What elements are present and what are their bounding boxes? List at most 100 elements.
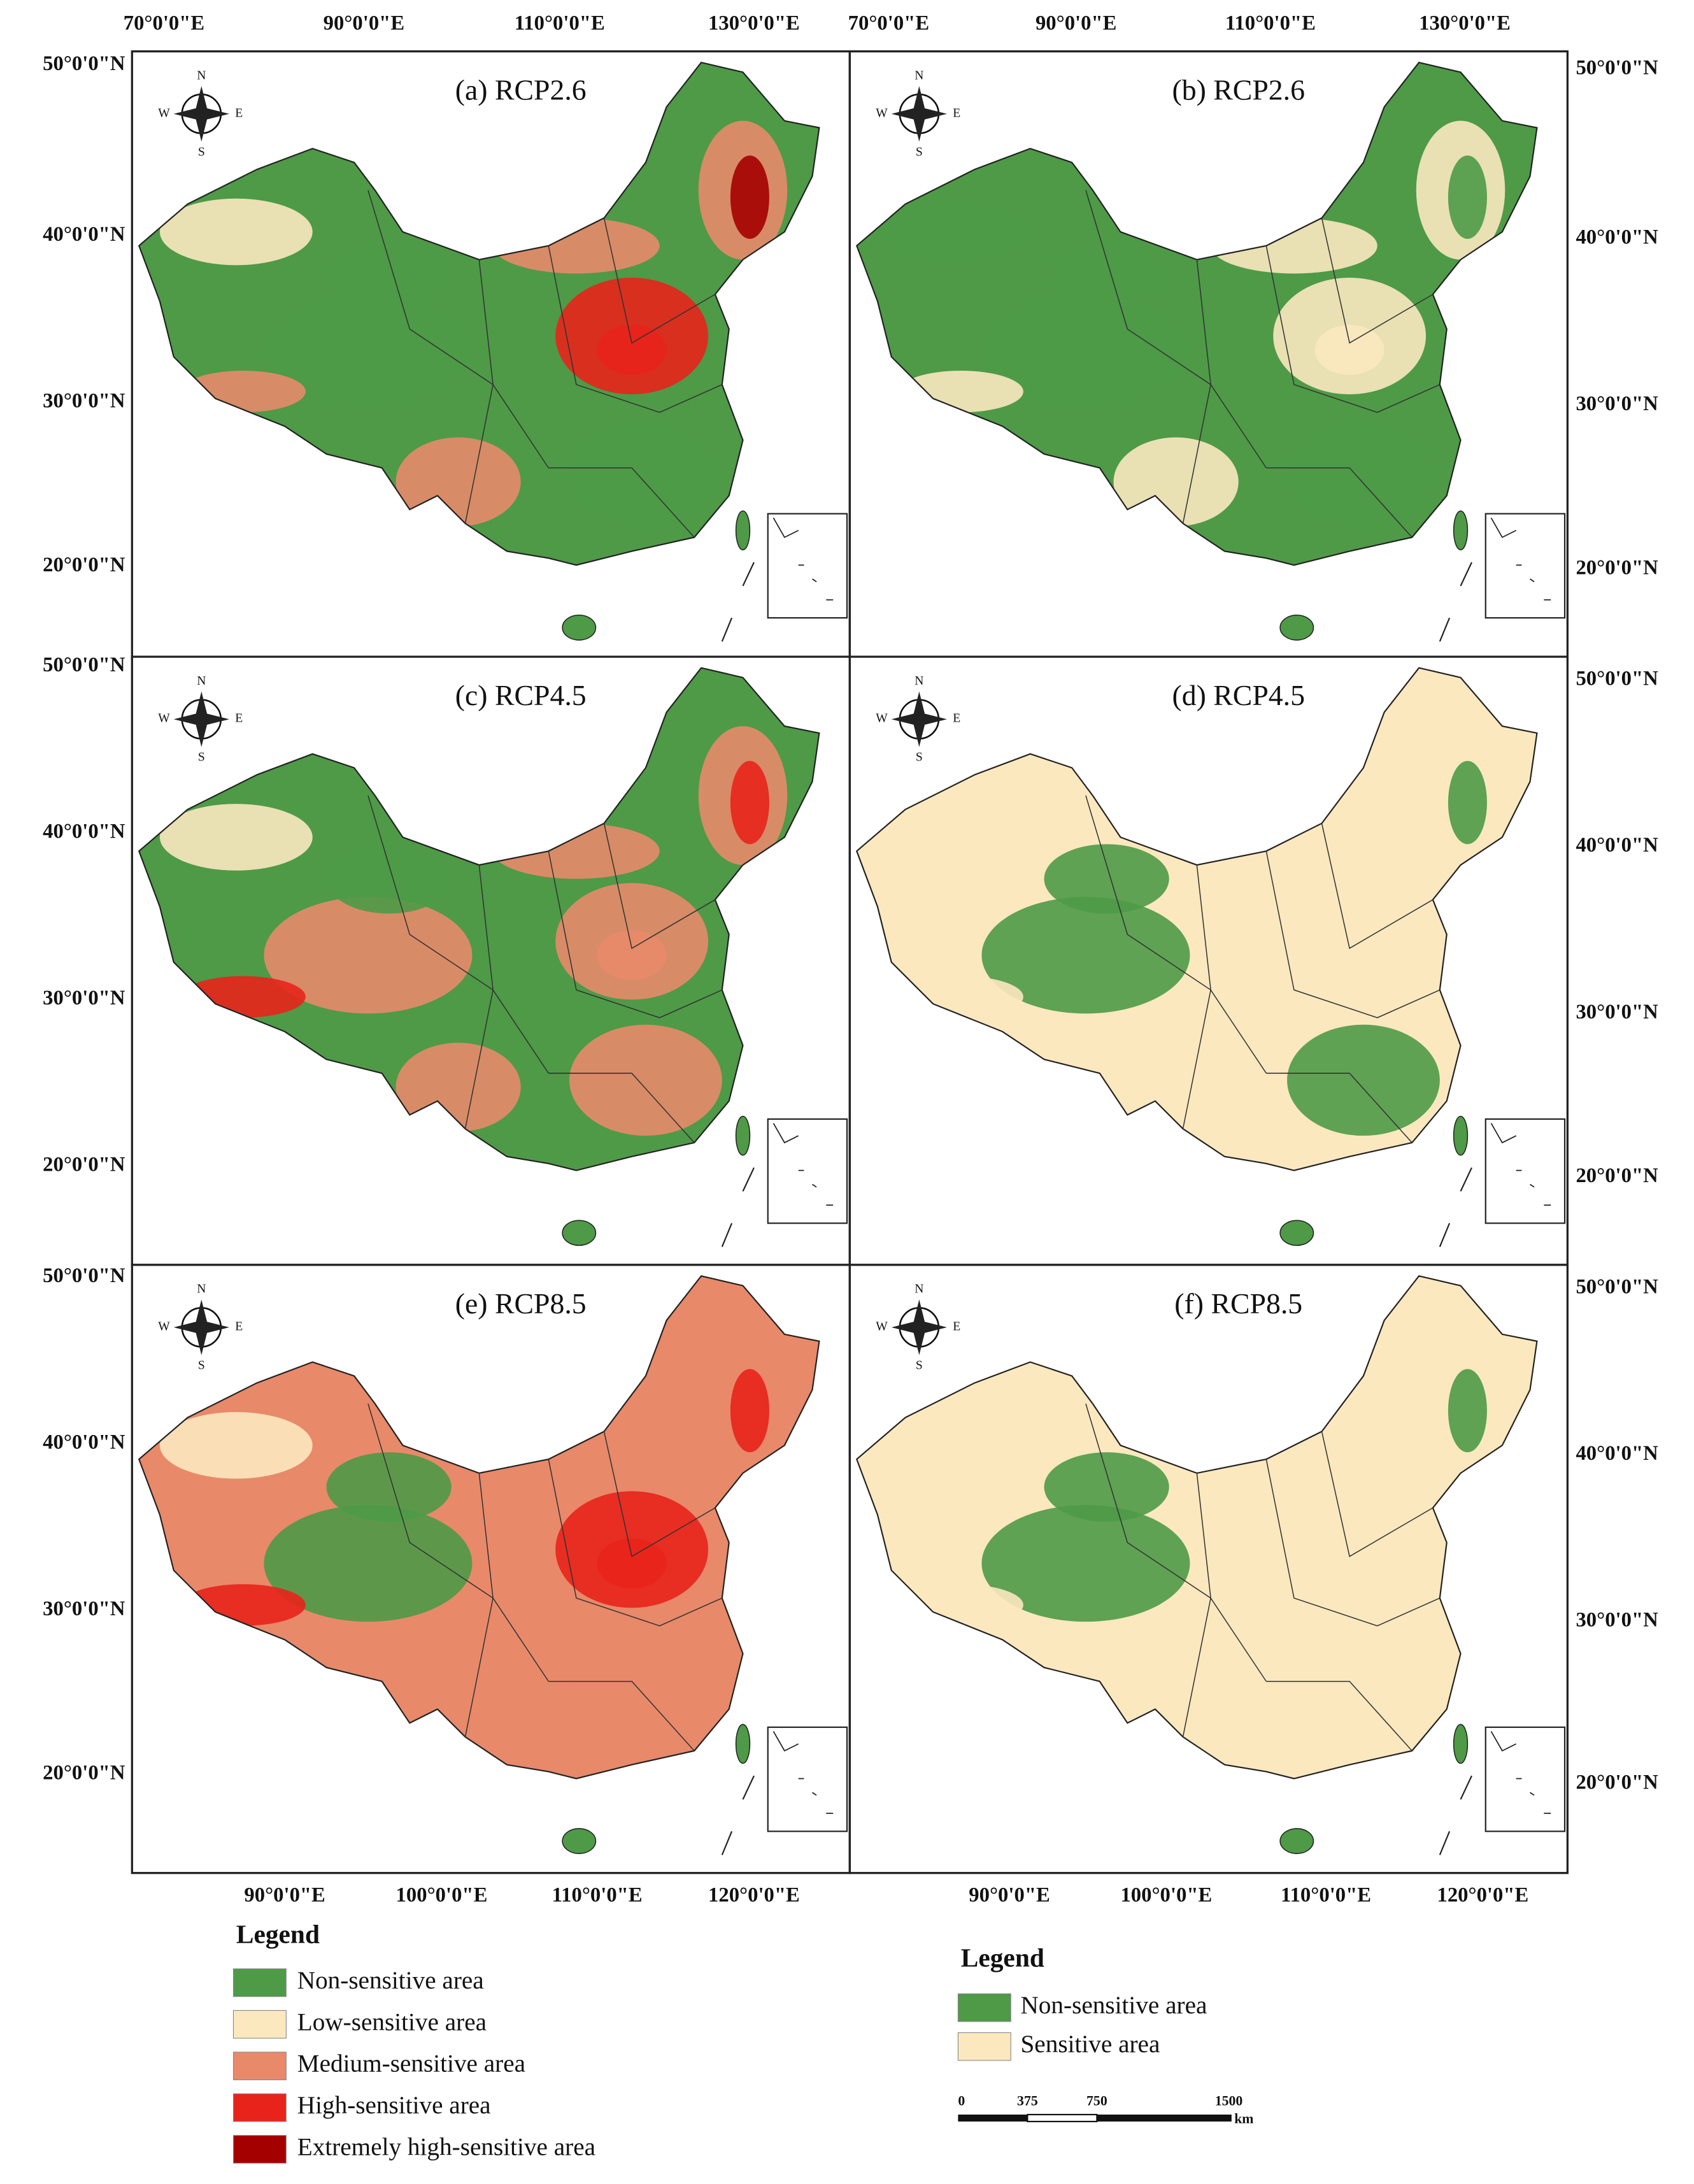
region — [1044, 238, 1169, 308]
taiwan — [735, 1724, 751, 1764]
legend-title: Legend — [236, 1919, 320, 1948]
province-border — [367, 795, 549, 1074]
compass-letter: S — [916, 145, 923, 159]
province-border — [1085, 190, 1267, 469]
lat-label: 20°0'0"N — [43, 1761, 125, 1784]
bottom-axis-label: 110°0'0"E — [1281, 1883, 1371, 1906]
lat-label: 40°0'0"N — [1576, 225, 1658, 248]
top-axis-label: 70°0'0"E — [124, 12, 204, 35]
inset-coast — [1490, 1123, 1551, 1206]
hainan — [562, 1828, 597, 1854]
region — [159, 198, 313, 266]
region — [1287, 1024, 1440, 1136]
legend-label: Medium-sensitive area — [297, 2050, 525, 2078]
compass-letter: W — [158, 106, 170, 120]
hainan — [1279, 614, 1314, 641]
dash — [1439, 1775, 1472, 1855]
top-axis-label: 130°0'0"E — [1419, 12, 1511, 35]
inset-coast — [1490, 1731, 1551, 1814]
china-map — [139, 667, 820, 1171]
inset-coast — [772, 1123, 834, 1206]
taiwan — [1453, 1724, 1469, 1764]
scale-label: 375 — [1017, 2093, 1038, 2108]
dash — [721, 1775, 755, 1855]
hainan — [562, 1220, 597, 1246]
compass-star — [173, 1299, 229, 1355]
region — [569, 1632, 722, 1744]
compass-letter: E — [953, 106, 960, 120]
inset-coast — [772, 1731, 834, 1814]
compass-letter: W — [158, 1320, 170, 1333]
legend-label: Sensitive area — [1020, 2031, 1160, 2058]
province-border — [1321, 823, 1434, 950]
scale-seg — [958, 2115, 1028, 2122]
region — [597, 325, 667, 375]
bottom-axis-label: 120°0'0"E — [708, 1883, 800, 1906]
lat-label: 30°0'0"N — [43, 390, 125, 413]
top-axis-label: 110°0'0"E — [515, 12, 605, 35]
compass-star — [173, 86, 229, 142]
legend-label: Non-sensitive area — [1020, 1992, 1207, 2019]
province-border — [1085, 1403, 1267, 1682]
compass-letter: W — [876, 106, 888, 120]
province-border — [548, 1073, 695, 1143]
region — [1314, 325, 1384, 375]
china-map — [857, 667, 1537, 1171]
legend-label: Low-sensitive area — [297, 2008, 487, 2036]
scale-unit: km — [1234, 2111, 1253, 2127]
taiwan — [1453, 510, 1469, 551]
lat-label: 40°0'0"N — [43, 820, 125, 843]
compass-star — [891, 1299, 947, 1355]
dash — [721, 562, 755, 642]
hainan — [1279, 1220, 1314, 1246]
lat-label: 20°0'0"N — [43, 553, 125, 576]
compass-letter: W — [876, 1320, 888, 1333]
map: N S W E — [855, 1275, 1566, 1855]
compass-letter: N — [915, 69, 923, 82]
dash — [1439, 562, 1472, 642]
province-border — [1266, 1073, 1413, 1143]
map: N S W E — [855, 667, 1566, 1247]
panel-title: (d) RCP4.5 — [1172, 679, 1305, 711]
region — [1287, 1632, 1440, 1744]
region — [1314, 930, 1384, 981]
compass-letter: S — [198, 751, 205, 764]
panel-title: (b) RCP2.6 — [1172, 74, 1305, 106]
lat-label: 50°0'0"N — [1576, 1275, 1658, 1298]
china-map — [857, 1276, 1537, 1779]
province-border — [1085, 795, 1267, 1074]
taiwan — [1453, 1115, 1469, 1156]
legend-swatch — [957, 2032, 1011, 2061]
region — [159, 1411, 313, 1479]
lat-label: 20°0'0"N — [1576, 556, 1658, 579]
legend-swatch — [957, 1993, 1011, 2022]
map: N S W E — [138, 667, 848, 1247]
compass-star — [173, 691, 229, 747]
legend-title: Legend — [961, 1943, 1044, 1973]
bottom-axis-label: 110°0'0"E — [552, 1883, 643, 1906]
bottom-axis-label: 90°0'0"E — [244, 1883, 325, 1906]
compass-letter: N — [197, 674, 206, 688]
region — [264, 1505, 473, 1622]
region — [981, 291, 1190, 408]
lat-label: 50°0'0"N — [43, 1264, 125, 1287]
lat-label: 20°0'0"N — [1576, 1164, 1658, 1187]
region — [730, 760, 769, 845]
region — [1044, 1452, 1169, 1522]
province-border — [1266, 1681, 1413, 1752]
compass-letter: N — [197, 69, 206, 82]
legend-label: Extremely high-sensitive area — [297, 2134, 595, 2161]
dash — [1439, 1167, 1472, 1247]
lat-label: 50°0'0"N — [43, 653, 125, 676]
compass-letter: S — [198, 145, 205, 159]
compass-letter: S — [916, 1359, 923, 1373]
china-map — [139, 1276, 820, 1779]
region — [981, 1505, 1190, 1622]
lat-label: 50°0'0"N — [43, 52, 125, 75]
province-border — [367, 1403, 549, 1682]
top-axis-label: 70°0'0"E — [848, 12, 929, 35]
lat-label: 30°0'0"N — [43, 1597, 125, 1620]
lat-label: 20°0'0"N — [43, 1153, 125, 1176]
region — [569, 1024, 722, 1136]
